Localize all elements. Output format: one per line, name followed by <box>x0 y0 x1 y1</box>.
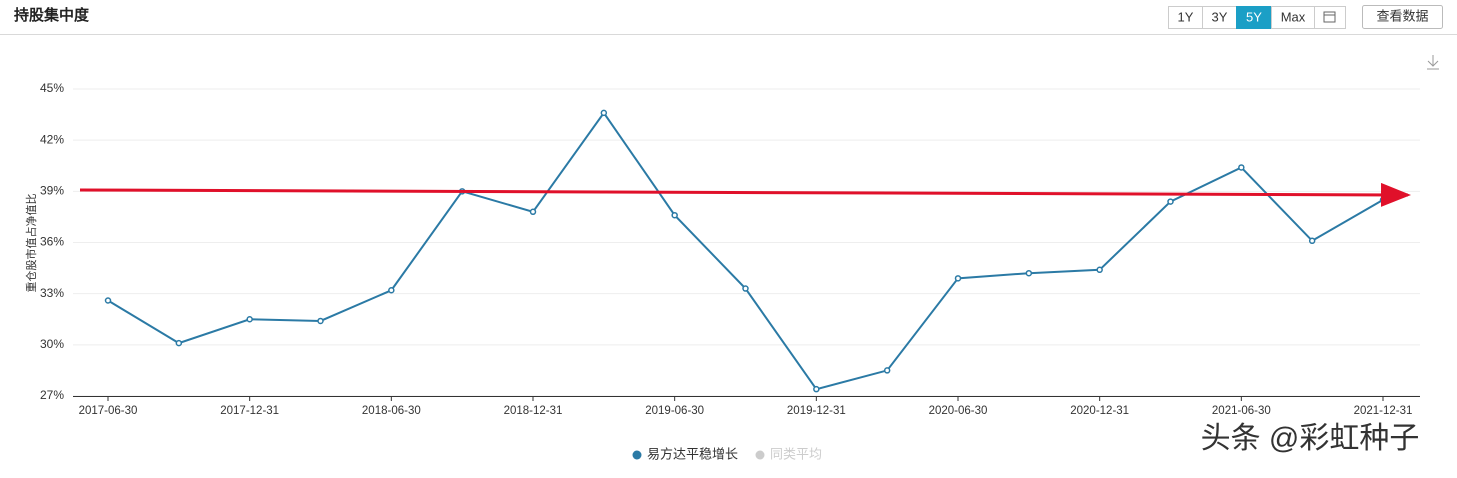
y-tick-label: 42% <box>40 132 64 146</box>
data-point <box>600 109 608 117</box>
legend-label[interactable]: 同类平均 <box>770 446 822 461</box>
data-point <box>1238 164 1245 171</box>
series-line <box>107 111 1384 391</box>
data-point <box>246 316 253 323</box>
view-data-label[interactable]: 查看数据 <box>1376 8 1428 23</box>
y-tick-label: 45% <box>40 81 64 95</box>
data-point <box>388 287 395 294</box>
range-buttons: 1Y 3Y 5Y Max <box>1168 6 1315 29</box>
calendar-icon <box>1323 11 1336 23</box>
x-tick-label: 2019-06-30 <box>645 405 704 417</box>
chart-title: 持股集中度 <box>14 6 90 24</box>
range-button-label[interactable]: 5Y <box>1246 9 1262 24</box>
data-point <box>1379 196 1387 204</box>
calendar-button[interactable] <box>1314 6 1346 29</box>
data-point <box>1025 269 1033 277</box>
data-point <box>671 211 678 219</box>
data-point <box>175 339 183 347</box>
y-tick-label: 36% <box>40 235 64 249</box>
legend-label[interactable]: 易方达平稳增长 <box>647 446 738 461</box>
x-tick-label: 2021-06-30 <box>1212 405 1271 417</box>
data-point <box>104 297 112 304</box>
x-tick-label: 2018-12-31 <box>504 405 563 417</box>
range-button-label[interactable]: Max <box>1281 9 1306 24</box>
range-button-label[interactable]: 1Y <box>1178 9 1194 24</box>
legend-marker[interactable] <box>755 450 765 460</box>
data-point <box>529 208 537 216</box>
x-tick-label: 2020-12-31 <box>1070 405 1129 417</box>
data-point <box>317 317 324 325</box>
data-point <box>1096 266 1103 274</box>
view-data-button[interactable] <box>1362 5 1443 29</box>
data-point <box>742 285 749 292</box>
y-tick-label: 30% <box>40 337 64 351</box>
x-tick-label: 2017-06-30 <box>79 405 138 417</box>
calendar-box[interactable] <box>1314 6 1346 29</box>
download-glyph[interactable] <box>1427 55 1439 70</box>
data-point <box>1167 198 1174 205</box>
x-tick-label: 2017-12-31 <box>220 405 279 417</box>
watermark: 头条 @彩虹种子 <box>1201 422 1420 455</box>
data-point <box>813 385 820 393</box>
x-tick-label: 2021-12-31 <box>1354 405 1413 417</box>
x-tick-label: 2018-06-30 <box>362 405 421 417</box>
range-button-label[interactable]: 3Y <box>1212 9 1228 24</box>
y-axis-label: 重仓股市值占净值比 <box>24 194 38 293</box>
data-point <box>954 275 962 282</box>
x-tick-label: 2020-06-30 <box>929 405 988 417</box>
download-icon[interactable] <box>1427 55 1439 70</box>
y-tick-label: 39% <box>40 184 64 198</box>
trend-arrow <box>79 182 1411 207</box>
x-tick-label: 2019-12-31 <box>787 405 846 417</box>
data-point <box>883 367 891 374</box>
data-point <box>1308 237 1316 245</box>
y-tick-label: 33% <box>40 286 64 300</box>
legend-marker[interactable] <box>632 450 642 460</box>
y-tick-label: 27% <box>40 388 64 402</box>
